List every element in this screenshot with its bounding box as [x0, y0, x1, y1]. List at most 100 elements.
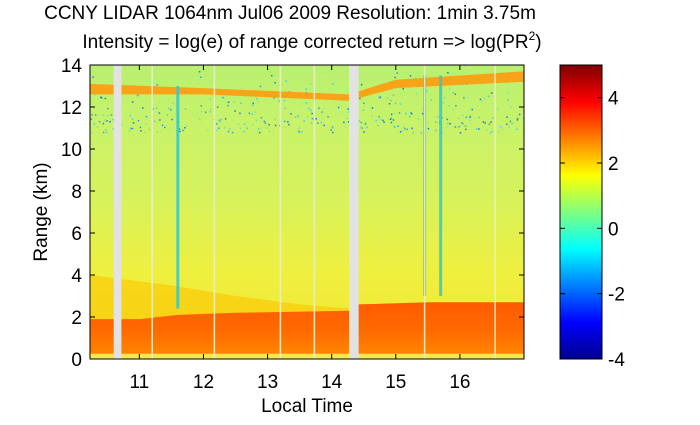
noise-speck	[371, 115, 373, 117]
noise-speck	[469, 115, 472, 117]
noise-speck	[260, 117, 263, 119]
noise-speck	[361, 127, 363, 129]
noise-speck	[510, 106, 512, 108]
noise-speck	[231, 131, 234, 134]
noise-speck	[252, 124, 254, 126]
noise-speck	[410, 113, 413, 115]
noise-speck	[471, 108, 473, 111]
noise-speck	[306, 116, 309, 118]
noise-speck	[278, 100, 281, 102]
noise-speck	[394, 102, 397, 105]
noise-speck	[167, 107, 170, 110]
y-tick-label: 14	[61, 56, 83, 77]
noise-speck	[404, 128, 406, 130]
thin-data-gap	[279, 65, 282, 359]
noise-speck	[346, 117, 348, 119]
noise-speck	[393, 125, 396, 128]
noise-speck	[239, 127, 242, 130]
noise-speck	[415, 130, 417, 132]
noise-speck	[266, 111, 269, 113]
noise-speck	[239, 112, 241, 114]
noise-speck	[158, 112, 160, 114]
noise-speck	[259, 85, 262, 88]
noise-speck	[392, 94, 395, 96]
noise-speck	[507, 99, 509, 101]
noise-speck	[317, 122, 319, 124]
noise-speck	[387, 97, 389, 99]
noise-speck	[324, 74, 327, 76]
noise-speck	[158, 83, 160, 85]
noise-speck	[420, 132, 422, 134]
noise-speck	[271, 74, 273, 77]
noise-speck	[102, 131, 105, 134]
noise-speck	[403, 126, 405, 129]
y-tick-label: 8	[71, 182, 82, 203]
cirrus-layer	[90, 71, 524, 101]
noise-speck	[481, 100, 483, 102]
noise-speck	[102, 122, 105, 125]
plot-frame	[89, 64, 525, 360]
noise-speck	[406, 128, 408, 131]
noise-speck	[393, 126, 396, 129]
noise-speck	[160, 130, 162, 132]
noise-speck	[161, 124, 164, 126]
noise-speck	[263, 120, 266, 123]
noise-speck	[158, 100, 160, 103]
noise-speck	[91, 113, 93, 116]
noise-speck	[260, 120, 262, 123]
noise-speck	[465, 125, 467, 128]
noise-speck	[397, 125, 399, 127]
noise-speck	[164, 126, 166, 129]
noise-speck	[199, 118, 201, 120]
noise-speck	[131, 101, 134, 103]
noise-speck	[96, 126, 99, 128]
noise-speck	[102, 114, 105, 116]
noise-speck	[315, 118, 317, 120]
noise-speck	[257, 100, 260, 103]
noise-speck	[287, 121, 289, 123]
noise-speck	[240, 102, 242, 104]
noise-speck	[156, 84, 158, 86]
thin-data-gap	[494, 65, 496, 359]
noise-speck	[257, 128, 260, 130]
noise-speck	[179, 130, 181, 133]
noise-speck	[303, 120, 305, 122]
x-tick-label: 16	[449, 372, 470, 393]
noise-speck	[184, 108, 187, 110]
ground-strip	[90, 353, 524, 359]
noise-speck	[246, 121, 249, 123]
noise-speck	[322, 118, 324, 120]
noise-speck	[172, 102, 174, 105]
noise-speck	[265, 98, 268, 101]
noise-speck	[209, 98, 212, 100]
noise-speck	[182, 129, 184, 132]
noise-speck	[102, 125, 104, 128]
noise-speck	[452, 92, 455, 94]
noise-speck	[365, 124, 367, 127]
noise-speck	[227, 101, 230, 103]
noise-speck	[371, 107, 374, 109]
x-tick-label: 14	[321, 372, 343, 393]
noise-speck	[401, 129, 404, 132]
colorbar-tick-label: 4	[608, 89, 619, 110]
noise-speck	[129, 115, 132, 117]
noise-speck	[106, 131, 108, 133]
noise-speck	[392, 119, 395, 121]
noise-speck	[488, 95, 490, 98]
y-tick-label: 2	[71, 308, 82, 329]
noise-speck	[131, 118, 134, 120]
noise-speck	[422, 112, 424, 115]
noise-speck	[511, 132, 513, 134]
y-axis-label: Range (km)	[31, 162, 52, 261]
noise-speck	[409, 75, 412, 77]
noise-speck	[469, 116, 471, 118]
noise-speck	[337, 106, 340, 109]
noise-speck	[222, 96, 224, 99]
noise-speck	[318, 107, 320, 109]
noise-speck	[375, 119, 377, 122]
noise-speck	[366, 126, 368, 129]
noise-speck	[467, 97, 470, 99]
noise-speck	[216, 123, 218, 125]
noise-speck	[254, 111, 256, 113]
